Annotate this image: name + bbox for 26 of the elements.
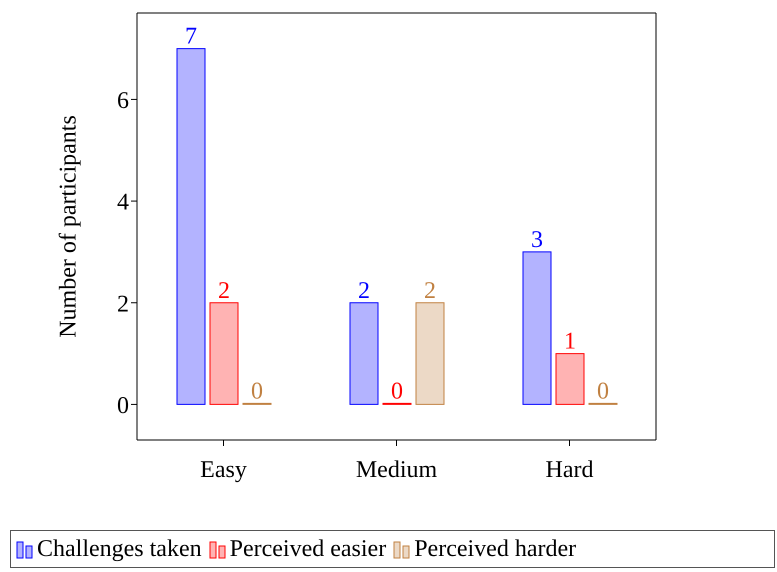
data-label: 3 bbox=[531, 226, 543, 253]
y-tick-label: 0 bbox=[117, 392, 129, 419]
x-tick-label: Medium bbox=[356, 457, 438, 484]
y-axis-title: Number of participants bbox=[56, 115, 82, 338]
bar bbox=[556, 353, 584, 405]
data-label: 2 bbox=[358, 278, 370, 304]
y-tick-label: 4 bbox=[117, 190, 129, 216]
bar bbox=[350, 302, 378, 405]
x-tick-label: Hard bbox=[546, 457, 594, 484]
data-label: 0 bbox=[597, 378, 609, 404]
y-tick-label: 6 bbox=[117, 88, 129, 114]
bar bbox=[176, 48, 206, 405]
data-label: 1 bbox=[564, 328, 576, 355]
legend-label: Perceived harder bbox=[414, 536, 576, 562]
legend-label: Perceived easier bbox=[230, 536, 386, 562]
data-label: 2 bbox=[424, 278, 436, 304]
data-label: 2 bbox=[218, 278, 230, 304]
y-tick-label: 2 bbox=[117, 291, 129, 318]
data-label: 0 bbox=[391, 378, 403, 404]
x-tick-label: Easy bbox=[200, 457, 247, 484]
bar bbox=[416, 302, 444, 405]
data-label: 7 bbox=[185, 24, 197, 50]
legend-label: Challenges taken bbox=[37, 536, 202, 562]
data-label: 0 bbox=[251, 378, 263, 404]
bar bbox=[210, 302, 238, 405]
bar bbox=[522, 251, 552, 405]
